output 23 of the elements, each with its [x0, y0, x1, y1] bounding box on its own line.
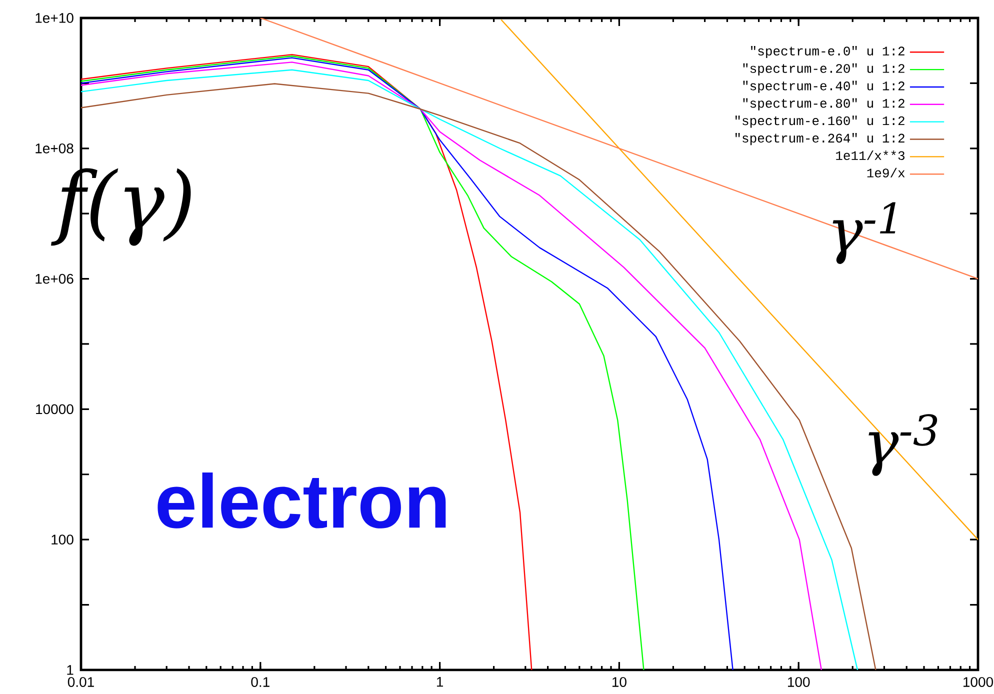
legend-label: "spectrum-e.40" u 1:2 [743, 80, 904, 93]
y-tick-label: 100 [52, 534, 74, 545]
legend-label: "spectrum-e.264" u 1:2 [735, 133, 904, 146]
annotation: γ$^{-1}$ [832, 202, 896, 264]
y-tick-label: 1e+08 [36, 143, 74, 154]
x-tick-label: 100 [788, 677, 810, 687]
y-tick-label: 1 [67, 665, 74, 675]
x-tick-label: 10 [612, 677, 626, 687]
legend-label: "spectrum-e.0" u 1:2 [751, 46, 904, 58]
x-tick-label: 0.1 [251, 677, 270, 687]
y-tick-label: 1e+06 [36, 274, 74, 284]
legend-label: "spectrum-e.20" u 1:2 [743, 63, 904, 76]
legend-label: 1e11/x**3 [836, 150, 904, 160]
legend-label: "spectrum-e.160" u 1:2 [735, 116, 904, 128]
y-tick-label: 1e+10 [36, 13, 74, 23]
legend-label: 1e9/x [867, 168, 905, 178]
legend-label: "spectrum-e.80" u 1:2 [743, 98, 904, 110]
y-tick-label: 10000 [36, 404, 74, 414]
x-tick-label: 1 [436, 677, 443, 687]
annotation: γ$^{-3}$ [868, 414, 938, 476]
x-tick-label: 1000 [964, 677, 994, 687]
x-tick-label: 0.01 [68, 677, 94, 687]
annotation: electron [158, 472, 446, 528]
